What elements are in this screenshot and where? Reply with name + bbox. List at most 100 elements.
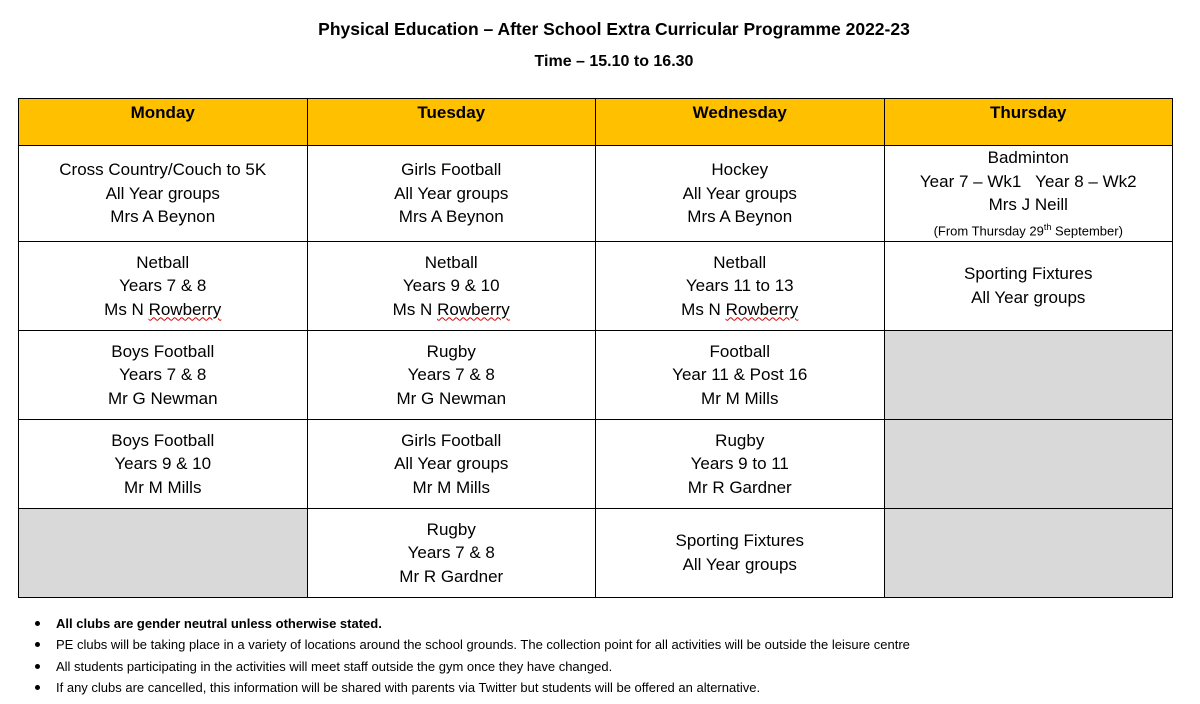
table-row: Boys Football Years 9 & 10 Mr M Mills Gi… [18,418,1173,509]
note-text: All students participating in the activi… [56,658,613,674]
table-row: Rugby Years 7 & 8 Mr R Gardner Sporting … [18,507,1173,598]
club-teacher: Mrs A Beynon [398,207,504,227]
club-activity: Netball [424,252,478,272]
teacher-surname: Rowberry [725,299,799,319]
club-teacher: Mr M Mills [701,388,779,408]
table-row: Cross Country/Couch to 5K All Year group… [18,145,1173,242]
club-groups: Years 7 & 8 [119,276,207,296]
list-item: All clubs are gender neutral unless othe… [35,613,910,634]
list-item: All students participating in the activi… [35,656,910,677]
list-item: If any clubs are cancelled, this informa… [35,677,910,698]
teacher-surname: Rowberry [148,299,222,319]
club-groups: All Year groups [682,183,797,203]
teacher-title: Ms N [392,299,438,319]
note-sup: th [1043,221,1052,232]
club-activity: Boys Football [111,341,215,361]
club-teacher: Mr G Newman [107,388,218,408]
club-groups: Years 9 & 10 [402,276,500,296]
club-teacher: Ms N Rowberry [21,298,305,322]
bullet-icon [35,642,40,648]
session-time: Time – 15.10 to 16.30 [534,53,694,70]
club-activity: Hockey [711,160,769,180]
club-activity: Cross Country/Couch to 5K [59,160,267,180]
club-teacher: Mr M Mills [412,477,490,497]
club-teacher: Mr R Gardner [687,477,792,497]
empty-cell [883,329,1173,420]
club-cell: Rugby Years 9 to 11 Mr R Gardner [595,418,885,509]
club-groups: Years 7 & 8 [119,365,207,385]
club-cell: Sporting Fixtures All Year groups [883,240,1173,331]
club-activity: Badminton [987,148,1069,167]
club-groups: All Year groups [682,554,797,574]
club-activity: Netball [136,252,190,272]
teacher-title: Ms N [104,299,149,319]
club-activity: Boys Football [111,430,215,450]
club-cell: Badminton Year 7 – Wk1 Year 8 – Wk2 Mrs … [883,145,1173,242]
table-row: Boys Football Years 7 & 8 Mr G Newman Ru… [18,329,1173,420]
club-cell: Girls Football All Year groups Mrs A Bey… [306,145,596,242]
club-groups: Years 9 to 11 [690,454,789,474]
notes-list: All clubs are gender neutral unless othe… [18,613,910,698]
club-cell: Boys Football Years 9 & 10 Mr M Mills [18,418,308,509]
club-cell: Netball Years 11 to 13 Ms N Rowberry [595,240,885,331]
note-text: September) [1051,222,1123,238]
club-groups: Years 11 to 13 [685,276,794,296]
club-groups: Years 7 & 8 [407,365,495,385]
club-activity: Rugby [715,430,765,450]
day-header-monday: Monday [18,98,308,146]
club-activity: Rugby [426,519,476,539]
club-activity: Rugby [426,341,476,361]
day-header-wednesday: Wednesday [595,98,885,146]
note-text: If any clubs are cancelled, this informa… [56,679,761,695]
bullet-icon [35,684,40,690]
club-cell: Rugby Years 7 & 8 Mr R Gardner [306,507,596,598]
club-groups: Year 7 – Wk1 Year 8 – Wk2 [919,171,1137,191]
club-groups: All Year groups [394,183,509,203]
club-teacher: Mrs A Beynon [110,207,216,227]
note-text: (From Thursday 29 [933,222,1044,238]
note-text: All clubs are gender neutral unless othe… [56,616,382,631]
club-groups: All Year groups [971,287,1086,307]
header-row: Monday Tuesday Wednesday Thursday [18,98,1173,146]
club-activity: Girls Football [401,160,502,180]
empty-cell [18,507,308,598]
club-activity: Sporting Fixtures [964,264,1093,284]
club-cell: Rugby Years 7 & 8 Mr G Newman [306,329,596,420]
teacher-surname: Rowberry [437,299,510,319]
bullet-icon [35,663,40,669]
club-groups: All Year groups [394,454,509,474]
club-cell: Football Year 11 & Post 16 Mr M Mills [595,329,885,420]
club-cell: Netball Years 7 & 8 Ms N Rowberry [18,240,308,331]
schedule-table: Monday Tuesday Wednesday Thursday Cross … [18,98,1173,598]
club-cell: Sporting Fixtures All Year groups [595,507,885,598]
club-activity: Netball [713,252,767,272]
club-groups: Years 9 & 10 [114,454,212,474]
club-cell: Hockey All Year groups Mrs A Beynon [595,145,885,242]
club-teacher: Mr M Mills [124,477,202,497]
empty-cell [883,418,1173,509]
empty-cell [883,507,1173,598]
club-cell: Boys Football Years 7 & 8 Mr G Newman [18,329,308,420]
club-activity: Girls Football [401,430,502,450]
club-start-note: (From Thursday 29th September) [887,217,1171,241]
teacher-title: Ms N [681,299,726,319]
club-cell: Cross Country/Couch to 5K All Year group… [18,145,308,242]
club-teacher: Mrs J Neill [988,195,1068,214]
club-teacher: Ms N Rowberry [598,298,882,322]
bullet-icon [35,621,40,626]
club-activity: Football [709,341,770,361]
club-cell: Girls Football All Year groups Mr M Mill… [306,418,596,509]
day-header-thursday: Thursday [883,98,1173,146]
club-teacher: Mrs A Beynon [687,207,793,227]
club-activity: Sporting Fixtures [675,531,805,551]
club-teacher: Ms N Rowberry [310,298,594,322]
club-cell: Netball Years 9 & 10 Ms N Rowberry [306,240,596,331]
club-teacher: Mr G Newman [396,388,507,408]
club-groups: Year 11 & Post 16 [672,365,808,385]
club-groups: Years 7 & 8 [407,543,495,563]
table-row: Netball Years 7 & 8 Ms N Rowberry Netbal… [18,240,1173,331]
club-teacher: Mr R Gardner [399,566,504,586]
page-title: Physical Education – After School Extra … [318,19,910,39]
note-text: PE clubs will be taking place in a varie… [56,637,910,653]
club-groups: All Year groups [105,183,220,203]
